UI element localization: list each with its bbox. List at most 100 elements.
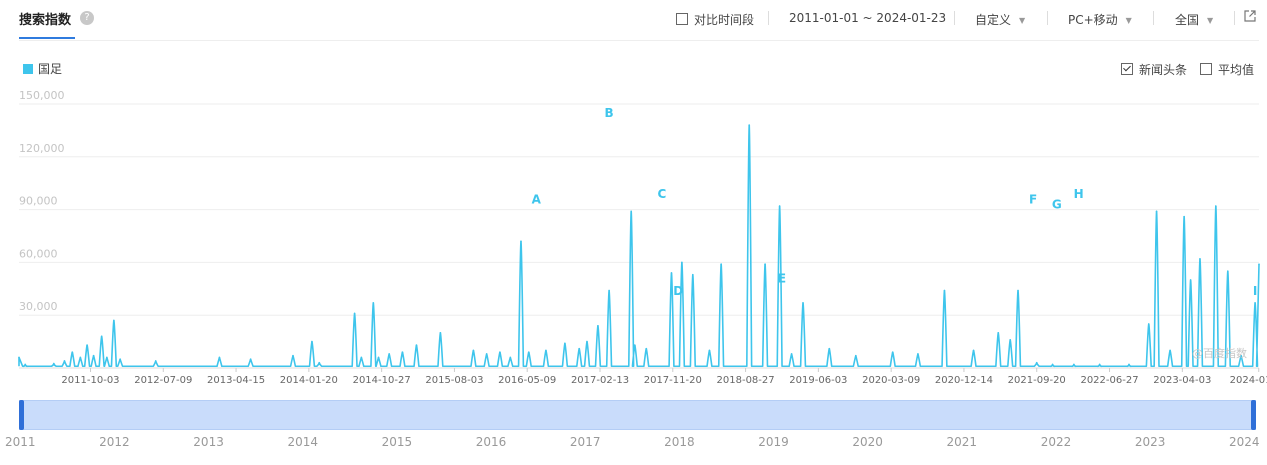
data-point [720,263,722,265]
data-point [353,312,356,315]
device-label: PC+移动 [1068,13,1118,27]
date-range-picker[interactable]: 2011-01-01 ~ 2024-01-23 [789,11,947,25]
timeline-year-label: 2011 [5,435,36,449]
average-checkbox-icon[interactable] [1200,63,1212,75]
data-point [485,353,488,355]
x-tick-label: 2015-08-03 [425,375,483,386]
data-point [24,363,27,366]
data-point [415,344,418,346]
timeline-year-label: 2013 [193,435,224,449]
x-tick-label: 2017-11-20 [644,375,702,386]
data-point [439,332,442,334]
data-point [545,349,547,352]
data-point [1215,205,1217,207]
data-point [802,302,804,304]
data-point [311,340,313,343]
news-annotation: A [532,192,542,206]
external-link-icon[interactable] [1244,10,1256,22]
data-point [748,124,751,126]
timeline-year-label: 2014 [287,435,318,449]
data-point [472,349,475,352]
data-point [1169,349,1171,352]
data-point [63,360,66,362]
chevron-down-icon: ▼ [1207,16,1214,25]
x-tick-label: 2013-04-15 [207,375,265,386]
data-point [1098,363,1101,366]
help-icon[interactable]: ? [80,11,94,25]
news-annotation: F [1029,192,1037,206]
data-point [499,351,501,353]
compare-period-toggle[interactable]: 对比时间段 [676,11,754,28]
data-point [972,349,975,352]
timeline-year-label: 2015 [381,435,413,449]
x-tick-label: 2021-09-20 [1008,375,1066,386]
data-point [1035,361,1038,364]
news-headlines-toggle[interactable]: 新闻头条 [1121,61,1187,78]
news-annotation: B [605,106,614,120]
data-point [318,361,321,364]
time-range-slider[interactable] [19,400,1256,430]
tab-search-index[interactable]: 搜索指数 [19,13,72,28]
header-divider [19,40,1259,41]
data-point [708,349,711,352]
data-point [828,347,831,350]
data-point [891,351,894,353]
search-index-chart: 150,000 120,000 90,000 60,000 30,000 2011-10-… [18,90,1267,386]
timeline-year-label: 2020 [852,435,883,449]
chart-legend[interactable]: 国足 [23,60,62,77]
timeline-year-label: 2016 [475,435,507,449]
range-end-handle[interactable] [1251,400,1256,430]
data-point [113,319,115,322]
data-point [372,302,375,304]
timeline-year-label: 2022 [1040,435,1072,449]
data-point [1254,302,1256,304]
news-checkbox-icon[interactable] [1121,63,1133,75]
average-toggle[interactable]: 平均值 [1200,61,1254,78]
data-point [855,354,857,357]
custom-period-label: 自定义 [975,13,1012,27]
device-select[interactable]: PC+移动 ▼ [1068,11,1132,28]
data-point [401,351,404,353]
x-tick-label: 2022-06-27 [1080,375,1138,386]
divider [1234,11,1235,25]
data-point [106,356,108,359]
data-point [1240,354,1242,357]
series-line-guozu [18,124,1260,368]
average-label: 平均值 [1218,63,1255,77]
divider [1047,11,1048,25]
chevron-down-icon: ▼ [1125,16,1132,25]
region-select[interactable]: 全国 ▼ [1175,11,1213,28]
news-annotation: I [1253,284,1257,298]
divider [1153,11,1154,25]
chevron-down-icon: ▼ [1019,16,1026,25]
y-tick-label: 90,000 [19,195,58,208]
data-point [1199,258,1201,260]
data-point [578,347,581,350]
data-point [119,358,121,361]
data-point [597,324,599,327]
divider [954,11,955,25]
data-point [1017,289,1019,292]
tab-underline [19,37,75,39]
x-tick-label: 2014-01-20 [280,375,338,386]
x-tick-label: 2020-03-09 [862,375,920,386]
custom-period-select[interactable]: 自定义 ▼ [975,11,1025,28]
x-tick-label: 2017-02-13 [571,375,629,386]
x-tick-label: 2016-05-09 [498,375,556,386]
timeline-year-label: 2017 [569,435,601,449]
compare-checkbox-icon[interactable] [676,13,688,25]
legend-swatch [23,64,33,74]
x-tick-label: 2011-10-03 [61,375,119,386]
timeline-year-label: 2021 [946,435,978,449]
y-tick-label: 30,000 [19,300,58,313]
legend-label: 国足 [38,62,63,76]
watermark: @百度指数 [1192,347,1247,360]
x-tick-label: 2012-07-09 [134,375,192,386]
data-point [53,362,55,365]
range-start-handle[interactable] [19,400,24,430]
data-point [790,353,793,355]
header: 搜索指数 ? 对比时间段 2011-01-01 ~ 2024-01-23 自定义… [0,0,1267,41]
data-point [527,351,530,353]
timeline-year-label: 2023 [1134,435,1166,449]
y-tick-label: 60,000 [19,247,58,260]
